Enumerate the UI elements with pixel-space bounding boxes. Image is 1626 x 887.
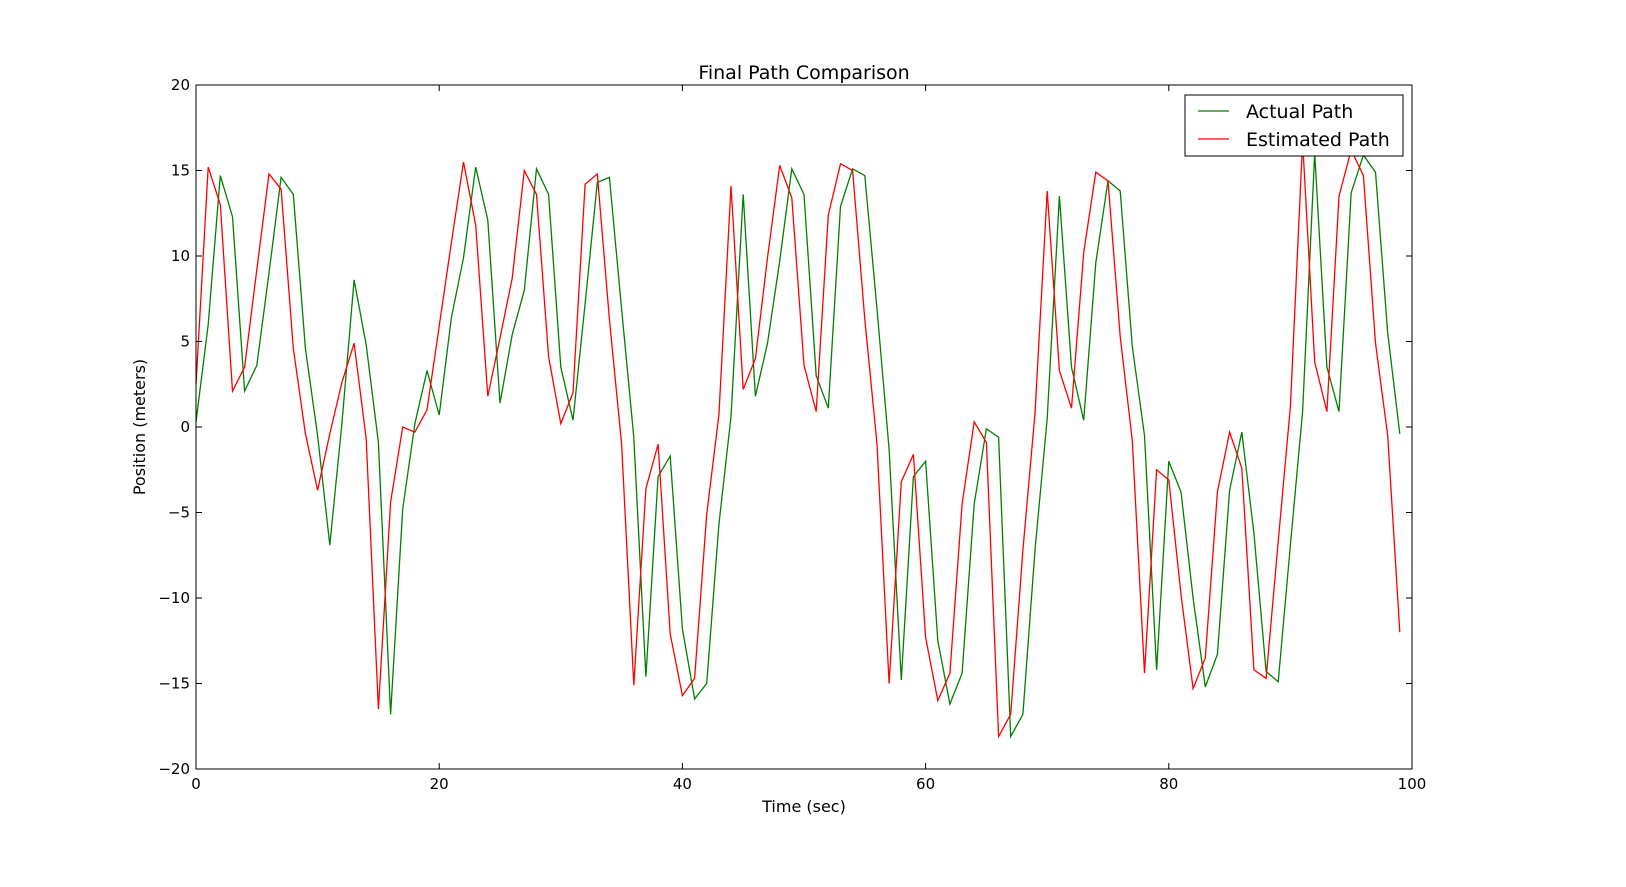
x-tick-label: 100 bbox=[1398, 775, 1427, 793]
y-tick-label: −5 bbox=[168, 504, 190, 522]
y-axis-label: Position (meters) bbox=[130, 359, 149, 495]
legend-label-estimated-path: Estimated Path bbox=[1246, 129, 1390, 151]
y-tick-label: 10 bbox=[171, 247, 190, 265]
x-axis-ticks: 0 20 40 60 80 100 bbox=[191, 85, 1426, 793]
x-tick-label: 60 bbox=[916, 775, 935, 793]
y-tick-label: −15 bbox=[158, 675, 190, 693]
y-tick-label: −20 bbox=[158, 760, 190, 778]
legend-box bbox=[1184, 94, 1404, 157]
y-axis-ticks: −20 −15 −10 −5 0 5 10 15 20 bbox=[158, 76, 1412, 778]
series-layer bbox=[195, 141, 1401, 739]
legend-label-actual-path: Actual Path bbox=[1246, 101, 1353, 123]
x-tick-label: 80 bbox=[1159, 775, 1178, 793]
y-tick-label: 15 bbox=[171, 162, 190, 180]
series-line-estimated-path bbox=[195, 141, 1401, 739]
chart-title: Final Path Comparison bbox=[698, 62, 909, 84]
x-tick-label: 40 bbox=[673, 775, 692, 793]
y-tick-label: −10 bbox=[158, 589, 190, 607]
y-tick-label: 0 bbox=[180, 418, 190, 436]
legend: Actual Path Estimated Path bbox=[1184, 94, 1404, 157]
x-tick-label: 0 bbox=[191, 775, 201, 793]
x-axis-label: Time (sec) bbox=[761, 797, 846, 816]
y-tick-label: 5 bbox=[180, 333, 190, 351]
y-tick-label: 20 bbox=[171, 76, 190, 94]
series-line-actual-path bbox=[195, 153, 1401, 739]
x-tick-label: 20 bbox=[430, 775, 449, 793]
